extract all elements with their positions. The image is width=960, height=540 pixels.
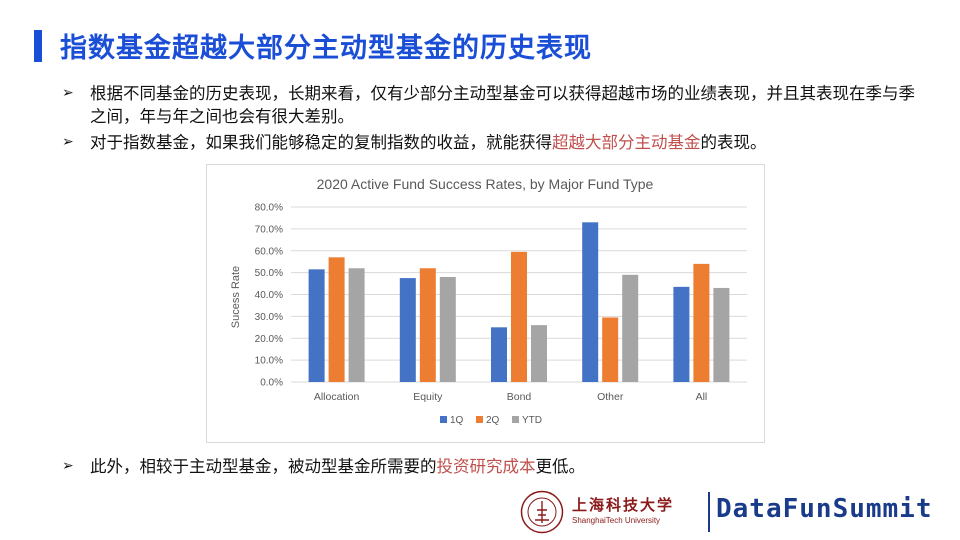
bar-YTD-other bbox=[622, 274, 639, 382]
bar-1Q-equity bbox=[399, 278, 416, 382]
chart-svg: 2020 Active Fund Success Rates, by Major… bbox=[230, 176, 747, 426]
y-tick-label: 10.0% bbox=[255, 356, 283, 367]
x-tick-label: All bbox=[696, 391, 708, 403]
y-tick-label: 40.0% bbox=[255, 290, 283, 301]
title-accent-bar bbox=[34, 30, 42, 62]
legend-swatch-ytd bbox=[512, 416, 519, 423]
y-tick-label: 20.0% bbox=[255, 334, 283, 345]
bar-YTD-equity bbox=[439, 277, 456, 382]
bar-1Q-other bbox=[582, 222, 599, 382]
bar-2Q-equity bbox=[419, 268, 436, 382]
y-tick-label: 0.0% bbox=[260, 378, 283, 389]
bullet-1-text: 根据不同基金的历史表现，长期来看，仅有少部分主动型基金可以获得超越市场的业绩表现… bbox=[90, 84, 915, 126]
university-name-cn: 上海科技大学 bbox=[572, 496, 675, 514]
y-tick-label: 60.0% bbox=[255, 246, 283, 257]
bullet-2: ➢ 对于指数基金，如果我们能够稳定的复制指数的收益，就能获得超越大部分主动基金的… bbox=[62, 131, 922, 154]
bar-2Q-bond bbox=[511, 251, 527, 382]
footer-logos: 上海科技大学 ShanghaiTech University DataFunSu… bbox=[520, 488, 950, 536]
chart-title: 2020 Active Fund Success Rates, by Major… bbox=[317, 176, 654, 192]
footer-divider bbox=[708, 492, 710, 532]
bar-YTD-allocation bbox=[348, 268, 365, 382]
legend-label-ytd: YTD bbox=[522, 415, 542, 426]
bar-YTD-bond bbox=[531, 325, 547, 382]
bar-2Q-all bbox=[693, 263, 710, 382]
bullet-2-post: 的表现。 bbox=[700, 133, 767, 152]
legend-label-1q: 1Q bbox=[450, 415, 464, 426]
bullet-3-text: 此外，相较于主动型基金，被动型基金所需要的投资研究成本更低。 bbox=[90, 455, 922, 478]
x-tick-label: Bond bbox=[507, 391, 532, 403]
bullet-2-pre: 对于指数基金，如果我们能够稳定的复制指数的收益，就能获得 bbox=[90, 133, 552, 152]
bar-2Q-other bbox=[602, 317, 619, 382]
bullet-2-text: 对于指数基金，如果我们能够稳定的复制指数的收益，就能获得超越大部分主动基金的表现… bbox=[90, 131, 922, 154]
success-rate-chart: 2020 Active Fund Success Rates, by Major… bbox=[206, 164, 765, 443]
y-tick-label: 30.0% bbox=[255, 312, 283, 323]
university-name-en: ShanghaiTech University bbox=[572, 516, 661, 525]
legend-swatch-1q bbox=[440, 416, 447, 423]
bullet-3-post: 更低。 bbox=[535, 457, 586, 476]
bar-1Q-allocation bbox=[308, 269, 325, 382]
bar-2Q-allocation bbox=[328, 257, 345, 382]
y-tick-label: 80.0% bbox=[255, 203, 283, 214]
legend-swatch-2q bbox=[476, 416, 483, 423]
brand-logo: DataFunSummit bbox=[716, 494, 933, 524]
bar-1Q-bond bbox=[491, 327, 507, 382]
page-title: 指数基金超越大部分主动型基金的历史表现 bbox=[60, 33, 592, 64]
y-tick-label: 50.0% bbox=[255, 268, 283, 279]
bullet-3-pre: 此外，相较于主动型基金，被动型基金所需要的 bbox=[90, 457, 437, 476]
x-tick-label: Other bbox=[597, 391, 624, 403]
bullet-3-highlight: 投资研究成本 bbox=[436, 457, 536, 476]
arrow-bullet-icon: ➢ bbox=[62, 134, 74, 150]
bullet-3: ➢ 此外，相较于主动型基金，被动型基金所需要的投资研究成本更低。 bbox=[62, 455, 922, 478]
chart-y-axis-label: Sucess Rate bbox=[230, 266, 242, 328]
x-tick-label: Allocation bbox=[314, 391, 360, 403]
arrow-bullet-icon: ➢ bbox=[62, 85, 74, 101]
bar-YTD-all bbox=[713, 287, 730, 382]
arrow-bullet-icon: ➢ bbox=[62, 458, 74, 474]
legend-label-2q: 2Q bbox=[486, 415, 500, 426]
university-seal-icon bbox=[520, 490, 564, 534]
y-tick-label: 70.0% bbox=[255, 224, 283, 235]
bar-1Q-all bbox=[673, 286, 690, 382]
x-tick-label: Equity bbox=[413, 391, 443, 403]
bullet-2-highlight: 超越大部分主动基金 bbox=[552, 133, 701, 152]
bullet-1: ➢ 根据不同基金的历史表现，长期来看，仅有少部分主动型基金可以获得超越市场的业绩… bbox=[62, 82, 922, 128]
